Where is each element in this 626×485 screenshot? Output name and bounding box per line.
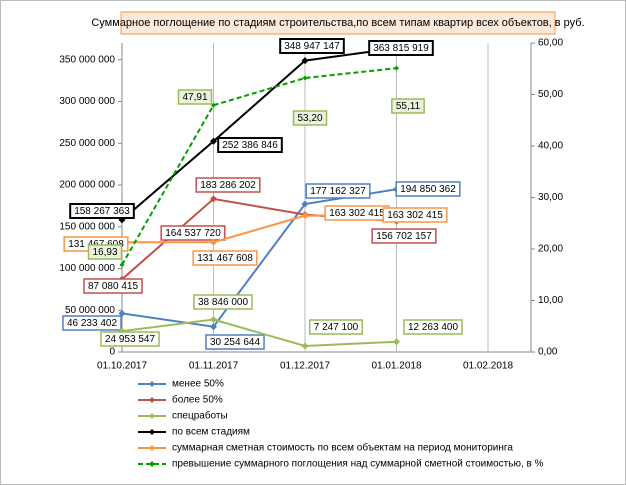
value-label: 164 537 720 — [165, 228, 221, 239]
chart-title: Суммарное поглощение по стадиям строител… — [91, 17, 584, 29]
value-label-box — [100, 331, 160, 347]
x-tick-label: 01.02.2018 — [463, 361, 513, 372]
y-tick-label: 250 000 000 — [59, 138, 115, 149]
point-marker — [302, 75, 308, 81]
value-label-box — [279, 38, 345, 54]
point-marker — [119, 262, 125, 268]
point-marker — [210, 238, 217, 246]
value-label: 252 386 846 — [222, 140, 278, 151]
value-label-box — [382, 207, 448, 223]
point-marker — [210, 316, 217, 324]
legend-marker — [149, 445, 155, 451]
y2-tick-label: 0,00 — [538, 347, 558, 358]
value-label-box — [192, 250, 258, 266]
legend-marker — [149, 381, 155, 387]
series-line — [121, 318, 397, 347]
value-label: 24 953 547 — [105, 334, 155, 345]
y2-tick-label: 20,00 — [538, 244, 563, 255]
value-label-box — [160, 225, 226, 241]
y2-tick-label: 60,00 — [538, 38, 563, 49]
x-tick-label: 01.01.2018 — [371, 361, 421, 372]
value-label-box — [391, 98, 425, 114]
y2-tick-label: 10,00 — [538, 295, 563, 306]
value-label: 363 815 919 — [373, 43, 429, 54]
value-label: 16,93 — [92, 247, 117, 258]
value-label: 55,11 — [396, 101, 421, 112]
value-label-box — [217, 137, 283, 153]
value-label: 194 850 362 — [400, 184, 456, 195]
value-label: 47,91 — [182, 92, 207, 103]
value-label: 38 846 000 — [198, 297, 248, 308]
y2-tick-label: 50,00 — [538, 89, 563, 100]
y-tick-label: 300 000 000 — [59, 96, 115, 107]
value-label-box — [371, 228, 437, 244]
point-marker — [301, 200, 309, 208]
value-label: 158 267 363 — [74, 206, 130, 217]
y-tick-label: 0 — [109, 347, 115, 358]
value-label-box — [193, 294, 253, 310]
y-tick-label: 100 000 000 — [59, 263, 115, 274]
value-label-box — [368, 40, 434, 56]
value-label: 163 302 415 — [387, 210, 443, 221]
point-marker — [210, 195, 217, 203]
legend-label: по всем стадиям — [172, 427, 250, 438]
point-marker — [210, 137, 217, 145]
value-label-box — [69, 203, 135, 219]
value-label-box — [309, 319, 363, 335]
legend-marker — [149, 397, 155, 403]
legend-label: превышение суммарного поглощения над сум… — [172, 459, 544, 470]
legend-marker — [149, 429, 155, 435]
title-box — [120, 11, 556, 35]
value-label-box — [87, 244, 123, 260]
legend-label: суммарная сметная стоимость по всем объе… — [172, 442, 513, 454]
x-tick-label: 01.10.2017 — [97, 361, 147, 372]
y-tick-label: 150 000 000 — [59, 221, 115, 232]
x-tick-label: 01.12.2017 — [280, 361, 330, 372]
value-label: 183 286 202 — [200, 180, 256, 191]
legend-label: спецработы — [172, 410, 228, 422]
value-label: 348 947 147 — [284, 41, 340, 52]
point-marker — [301, 57, 309, 65]
value-label: 131 467 608 — [197, 253, 253, 264]
value-label: 7 247 100 — [314, 322, 359, 333]
value-label: 87 080 415 — [88, 281, 138, 292]
value-label-box — [292, 110, 328, 126]
value-label: 46 233 402 — [67, 318, 117, 329]
y2-tick-label: 40,00 — [538, 141, 563, 152]
value-label-box — [205, 334, 265, 350]
value-label-box — [305, 183, 371, 199]
value-label: 163 302 415 — [329, 208, 385, 219]
point-marker — [394, 65, 399, 71]
point-marker — [118, 309, 126, 317]
series-line — [121, 67, 397, 266]
value-label-box — [62, 315, 122, 331]
value-label-box — [403, 319, 463, 335]
value-label-box — [395, 181, 461, 197]
y2-tick-label: 30,00 — [538, 192, 563, 203]
y-tick-label: 200 000 000 — [59, 180, 115, 191]
value-label-box — [177, 89, 213, 105]
value-label: 30 254 644 — [210, 337, 260, 348]
value-label: 177 162 327 — [310, 186, 366, 197]
point-marker — [301, 342, 309, 350]
series-line — [121, 47, 397, 221]
value-label-box — [195, 177, 261, 193]
y-tick-label: 350 000 000 — [59, 54, 115, 65]
value-label-box — [83, 278, 143, 294]
legend-marker — [149, 461, 155, 467]
value-label: 156 702 157 — [376, 231, 432, 242]
legend-label: более 50% — [172, 394, 223, 406]
value-label: 53,20 — [297, 113, 322, 124]
point-marker — [210, 323, 217, 331]
y-tick-label: 50 000 000 — [65, 305, 115, 316]
x-tick-label: 01.11.2017 — [189, 361, 239, 372]
point-marker — [393, 338, 400, 346]
point-marker — [301, 212, 309, 220]
value-label: 12 263 400 — [408, 322, 458, 333]
legend-label: менее 50% — [172, 379, 224, 390]
legend-marker — [149, 413, 155, 419]
